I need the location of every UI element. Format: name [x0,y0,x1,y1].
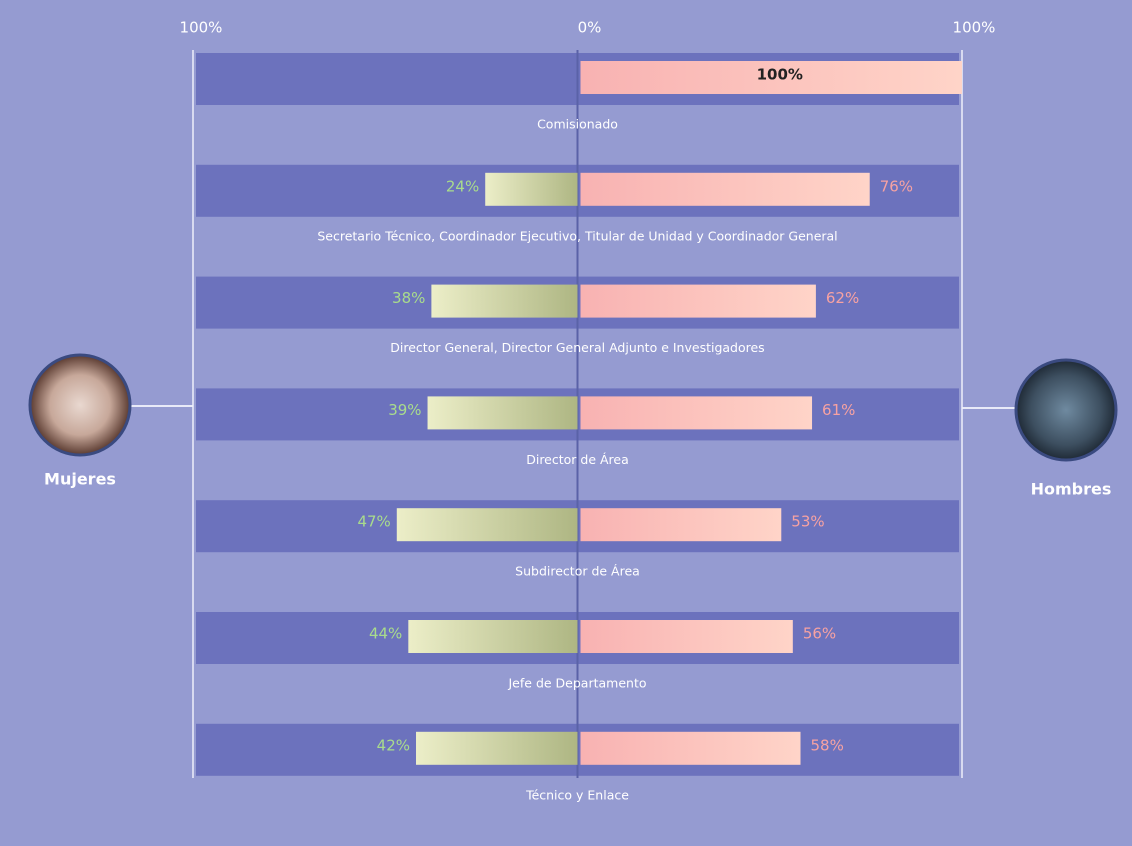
value-label: 44% [369,625,402,643]
category-label: Secretario Técnico, Coordinador Ejecutiv… [317,228,837,243]
bar-women [485,172,578,206]
value-label: 58% [811,736,844,754]
value-label: 24% [446,177,479,195]
legend-label: Mujeres [44,470,116,489]
bar-men [580,508,782,542]
value-label: 47% [357,513,390,531]
x-tick-label: 0% [578,19,602,37]
bar-women [427,396,578,430]
x-tick-label: 100% [953,19,996,37]
value-label: 62% [826,289,859,307]
bar-men [580,172,870,206]
bar-men [580,61,962,94]
value-label: 76% [880,177,913,195]
category-label: Director de Área [526,452,629,467]
bar-men [580,620,793,653]
men-photo [1014,358,1118,462]
category-label: Jefe de Departamento [508,676,647,691]
category-label: Director General, Director General Adjun… [390,340,764,355]
value-label: 61% [822,401,855,419]
bar-women [396,508,578,542]
value-label: 42% [377,736,410,754]
category-label: Subdirector de Área [515,564,640,579]
bar-men [580,396,813,430]
category-label: Comisionado [537,117,618,132]
women-photo [28,353,132,457]
bar-women [431,284,578,318]
bar-men [580,731,801,765]
bar-women [416,731,578,765]
legend-label: Hombres [1031,480,1112,499]
bar-women [408,620,578,653]
value-label: 100% [757,66,803,84]
value-label: 53% [791,513,824,531]
value-label: 38% [392,289,425,307]
category-label: Técnico y Enlace [525,787,629,802]
x-tick-label: 100% [180,19,223,37]
value-label: 39% [388,401,421,419]
bar-men [580,284,816,318]
value-label: 56% [803,625,836,643]
